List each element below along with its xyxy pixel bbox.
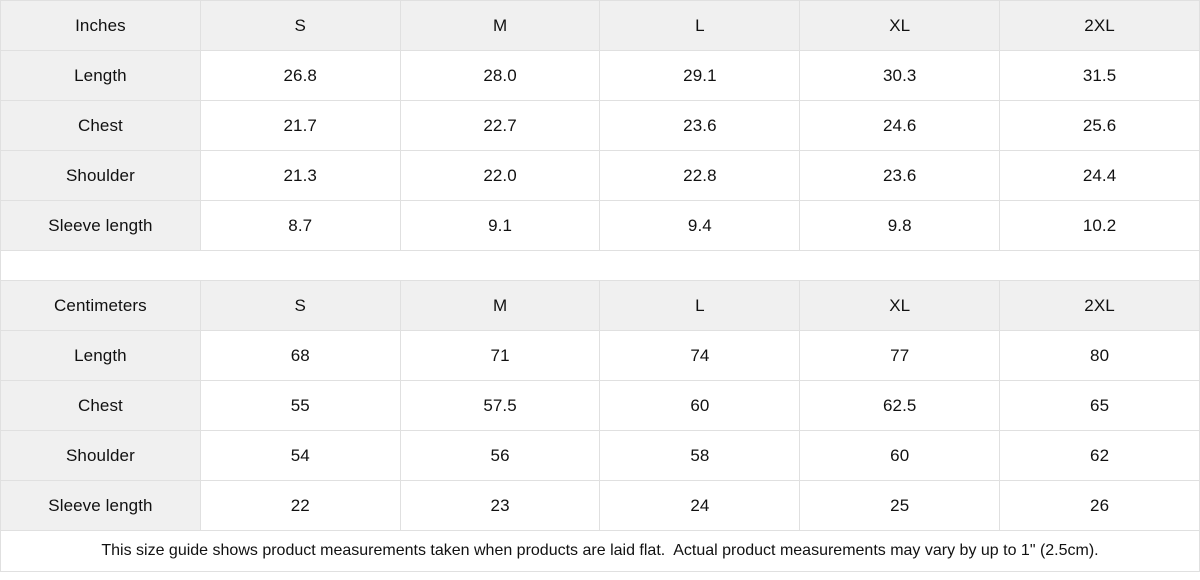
- value-cell: 68: [199, 330, 401, 381]
- value-cell: 80: [999, 330, 1200, 381]
- size-header-cell: M: [399, 280, 601, 331]
- row-label-cell: Shoulder: [0, 150, 201, 201]
- value-cell: 31.5: [999, 50, 1200, 101]
- value-cell: 9.1: [399, 200, 601, 251]
- value-cell: 74: [599, 330, 801, 381]
- inches-table-body: Length 26.8 28.0 29.1 30.3 31.5 Chest 21.7 22.7 2…: [0, 50, 1200, 251]
- row-label-cell: Length: [0, 330, 201, 381]
- value-cell: 26.8: [199, 50, 401, 101]
- value-cell: 22: [199, 480, 401, 531]
- value-cell: 23.6: [799, 150, 1001, 201]
- value-cell: 60: [599, 380, 801, 431]
- value-cell: 9.8: [799, 200, 1001, 251]
- value-cell: 22.0: [399, 150, 601, 201]
- size-header-row: Inches S M L XL 2XL: [0, 0, 1200, 51]
- value-cell: 28.0: [399, 50, 601, 101]
- value-cell: 21.3: [199, 150, 401, 201]
- size-header-cell: XL: [799, 0, 1001, 51]
- value-cell: 30.3: [799, 50, 1001, 101]
- value-cell: 24: [599, 480, 801, 531]
- value-cell: 25: [799, 480, 1001, 531]
- size-header-row: Centimeters S M L XL 2XL: [0, 280, 1200, 331]
- size-header-cell: L: [599, 0, 801, 51]
- row-label-cell: Shoulder: [0, 430, 201, 481]
- unit-header-cell: Inches: [0, 0, 201, 51]
- size-header-cell: L: [599, 280, 801, 331]
- size-header-cell: S: [199, 280, 401, 331]
- value-cell: 23.6: [599, 100, 801, 151]
- size-header-cell: 2XL: [999, 0, 1200, 51]
- value-cell: 26: [999, 480, 1200, 531]
- value-cell: 22.7: [399, 100, 601, 151]
- measurement-row: Shoulder 21.3 22.0 22.8 23.6 24.4: [0, 150, 1200, 201]
- value-cell: 29.1: [599, 50, 801, 101]
- value-cell: 58: [599, 430, 801, 481]
- row-label-cell: Length: [0, 50, 201, 101]
- value-cell: 77: [799, 330, 1001, 381]
- value-cell: 56: [399, 430, 601, 481]
- row-label-cell: Sleeve length: [0, 200, 201, 251]
- value-cell: 54: [199, 430, 401, 481]
- value-cell: 57.5: [399, 380, 601, 431]
- size-header-cell: 2XL: [999, 280, 1200, 331]
- row-label-cell: Chest: [0, 380, 201, 431]
- value-cell: 60: [799, 430, 1001, 481]
- measurement-row: Chest 21.7 22.7 23.6 24.6 25.6: [0, 100, 1200, 151]
- measurement-row: Sleeve length 22 23 24 25 26: [0, 480, 1200, 531]
- value-cell: 8.7: [199, 200, 401, 251]
- value-cell: 10.2: [999, 200, 1200, 251]
- value-cell: 25.6: [999, 100, 1200, 151]
- size-header-cell: S: [199, 0, 401, 51]
- row-label-cell: Chest: [0, 100, 201, 151]
- value-cell: 71: [399, 330, 601, 381]
- inches-table: Inches S M L XL 2XL Length 26.8 28.0 29.1 30.3 31.…: [0, 0, 1200, 251]
- row-label-cell: Sleeve length: [0, 480, 201, 531]
- value-cell: 9.4: [599, 200, 801, 251]
- value-cell: 23: [399, 480, 601, 531]
- measurement-row: Length 68 71 74 77 80: [0, 330, 1200, 381]
- value-cell: 62: [999, 430, 1200, 481]
- footer-note: This size guide shows product measuremen…: [0, 531, 1200, 572]
- value-cell: 22.8: [599, 150, 801, 201]
- centimeters-table: Centimeters S M L XL 2XL Length 68 71 74 77 80 Ches…: [0, 280, 1200, 531]
- value-cell: 24.6: [799, 100, 1001, 151]
- measurement-row: Length 26.8 28.0 29.1 30.3 31.5: [0, 50, 1200, 101]
- value-cell: 24.4: [999, 150, 1200, 201]
- centimeters-table-body: Length 68 71 74 77 80 Chest 55 57.5 60 62.5 65 Shoul…: [0, 330, 1200, 531]
- size-header-cell: M: [399, 0, 601, 51]
- table-gap: [0, 251, 1200, 280]
- unit-header-cell: Centimeters: [0, 280, 201, 331]
- value-cell: 65: [999, 380, 1200, 431]
- value-cell: 21.7: [199, 100, 401, 151]
- value-cell: 62.5: [799, 380, 1001, 431]
- measurement-row: Sleeve length 8.7 9.1 9.4 9.8 10.2: [0, 200, 1200, 251]
- size-header-cell: XL: [799, 280, 1001, 331]
- value-cell: 55: [199, 380, 401, 431]
- measurement-row: Shoulder 54 56 58 60 62: [0, 430, 1200, 481]
- measurement-row: Chest 55 57.5 60 62.5 65: [0, 380, 1200, 431]
